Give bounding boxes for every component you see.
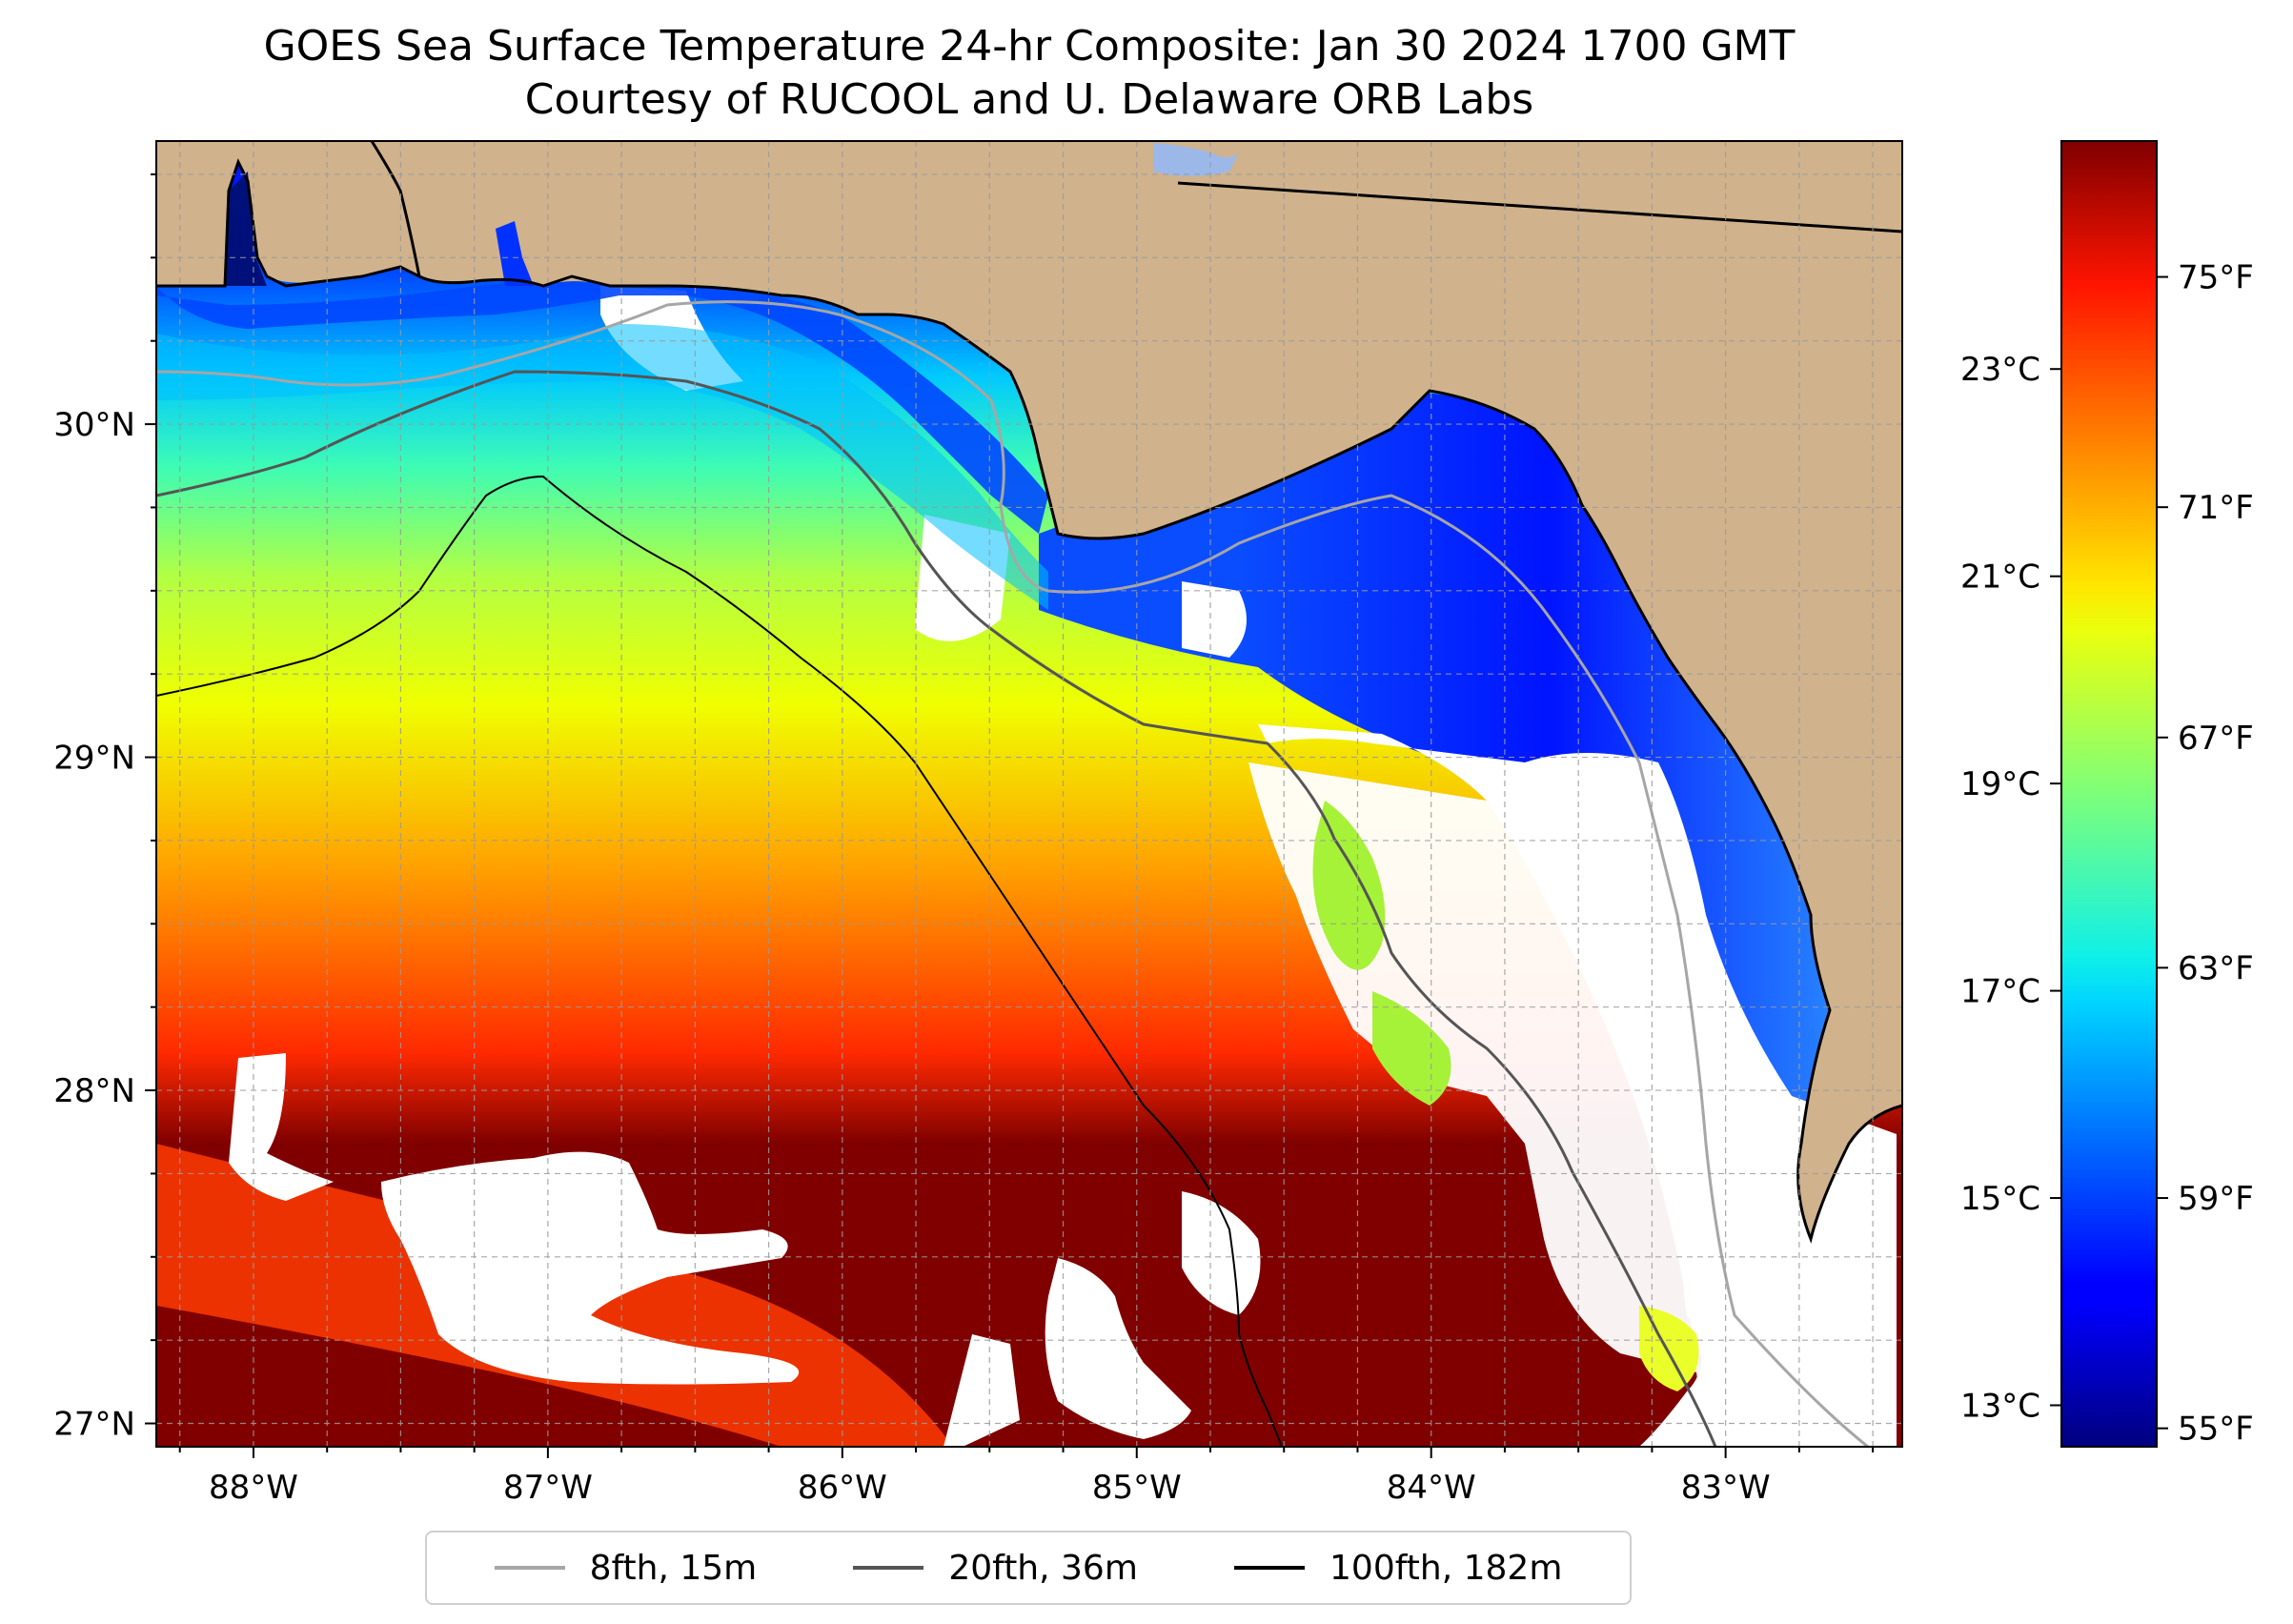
lat-tick-label: 27°N [53,1406,135,1444]
fahrenheit-tick-label: 71°F [2178,489,2254,527]
sst-transition [156,324,1048,610]
map-title: GOES Sea Surface Temperature 24-hr Compo… [263,22,1796,71]
lon-tick-label: 87°W [503,1469,593,1507]
cloud-mask [381,1151,800,1385]
cloud-mask [1182,1191,1261,1315]
isobath-36m [156,370,1717,1447]
legend-item-182m: 100fth, 182m [1234,1549,1562,1588]
cloud-mask [1045,1258,1191,1439]
state-border [370,141,421,277]
lon-tick-label: 83°W [1681,1469,1771,1507]
legend-swatch [1234,1566,1306,1570]
sst-cold-north [156,281,1048,534]
land [156,141,1902,1239]
colorbar [2060,140,2158,1448]
legend-swatch [853,1566,924,1570]
fahrenheit-tick-label: 59°F [2178,1180,2254,1218]
lat-tick-label: 30°N [53,406,135,444]
isobath-182m [156,475,1283,1447]
fahrenheit-tick-label: 75°F [2178,259,2254,297]
map-area[interactable] [156,141,1902,1447]
map-axes: 88°W 87°W 86°W 85°W 84°W 83°W 30°N 29°N 28°N 27°N [53,173,1875,1507]
cloud-mask [1182,581,1247,658]
lat-tick-label: 29°N [53,740,135,778]
legend-label: 8fth, 15m [589,1548,758,1588]
bay [496,221,534,286]
sst-patch [1312,801,1386,970]
coastline [156,158,1902,1244]
map-subtitle: Courtesy of RUCOOL and U. Delaware ORB L… [524,75,1534,124]
celsius-tick-label: 19°C [1960,765,2040,803]
cloud-mask [1639,1220,1897,1447]
cloud-mask [944,1334,1020,1447]
state-border [1177,181,1902,233]
celsius-tick-label: 17°C [1960,973,2040,1011]
lon-tick-label: 86°W [798,1469,887,1507]
colorbar-ticks: 13°C 15°C 17°C 19°C 21°C 23°C 55°F 59°F 63°F 67°F… [1960,259,2254,1449]
gridlines [156,141,1902,1447]
celsius-tick-label: 13°C [1960,1388,2040,1426]
fahrenheit-tick-label: 55°F [2178,1411,2254,1449]
lon-tick-label: 88°W [209,1469,298,1507]
legend-swatch [494,1566,565,1570]
celsius-tick-label: 15°C [1960,1180,2040,1218]
legend-item-15m: 8fth, 15m [494,1548,758,1588]
map-frame [155,140,1903,1448]
fahrenheit-tick-label: 67°F [2178,720,2254,758]
legend: 8fth, 15m 20fth, 36m 100fth, 182m [425,1531,1632,1605]
celsius-tick-label: 21°C [1960,558,2040,597]
celsius-tick-label: 23°C [1960,351,2040,389]
isobath-15m [156,300,1869,1447]
lon-tick-label: 84°W [1387,1469,1476,1507]
fahrenheit-tick-label: 63°F [2178,949,2254,987]
lon-tick-label: 85°W [1092,1469,1182,1507]
legend-item-36m: 20fth, 36m [853,1549,1138,1588]
legend-label: 100fth, 182m [1329,1548,1563,1588]
lake [1153,143,1239,176]
lat-tick-label: 28°N [53,1072,135,1110]
legend-label: 20fth, 36m [948,1548,1138,1588]
sst-hot-region [156,1306,781,1447]
